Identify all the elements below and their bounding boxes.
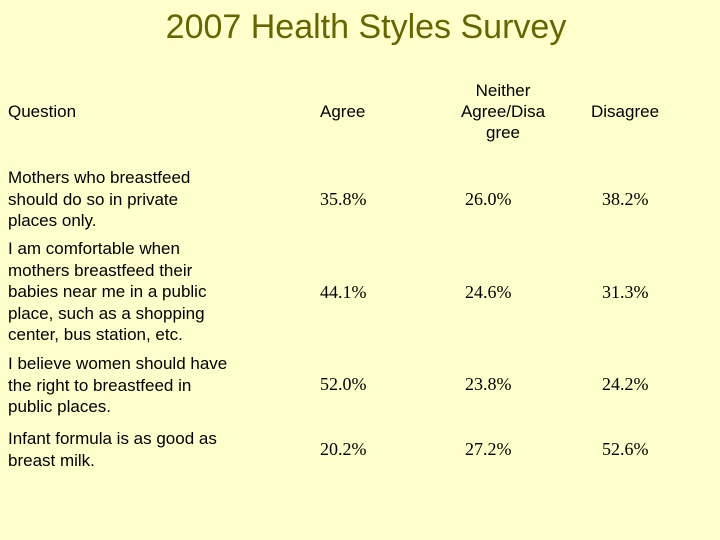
question-line: babies near me in a public	[8, 282, 207, 301]
agree-value: 52.0%	[320, 374, 367, 394]
agree-value: 44.1%	[320, 282, 367, 302]
disagree-value: 38.2%	[602, 189, 649, 209]
disagree-value: 52.6%	[602, 439, 649, 459]
question-line: place, such as a shopping	[8, 303, 205, 323]
question-line: mothers breastfeed their	[8, 260, 193, 280]
question-line: I am comfortable when	[8, 239, 180, 258]
header-neither-line: Agree/Disa	[460, 102, 546, 121]
question-line: center, bus station, etc.	[8, 325, 183, 344]
question-line: public places.	[8, 397, 112, 416]
neither-value: 26.0%	[465, 189, 512, 209]
header-neither-line: Neither	[475, 81, 531, 100]
disagree-value: 31.3%	[602, 282, 649, 302]
neither-value: 27.2%	[465, 439, 512, 459]
disagree-value: 24.2%	[602, 374, 649, 394]
question-line: breast milk.	[8, 450, 95, 470]
question-line: Infant formula is as good as	[8, 429, 217, 448]
header-question: Question	[8, 102, 77, 121]
header-neither-line: gree	[485, 123, 521, 142]
agree-value: 20.2%	[320, 439, 367, 459]
neither-value: 24.6%	[465, 282, 512, 302]
question-line: should do so in private	[8, 189, 179, 209]
question-line: the right to breastfeed in	[8, 375, 192, 395]
page-title: 2007 Health Styles Survey	[165, 8, 567, 46]
question-line: places only.	[8, 211, 97, 230]
header-agree: Agree	[320, 102, 366, 121]
header-disagree: Disagree	[591, 102, 660, 121]
question-text: Infant formula is as good as breast milk…	[8, 428, 298, 471]
neither-value: 23.8%	[465, 374, 512, 394]
question-text: I am comfortable when mothers breastfeed…	[8, 238, 298, 346]
agree-value: 35.8%	[320, 189, 367, 209]
question-line: I believe women should have	[8, 354, 228, 373]
question-line: Mothers who breastfeed	[8, 168, 191, 187]
question-text: Mothers who breastfeed should do so in p…	[8, 167, 298, 232]
header-neither: Neither Agree/Disa gree	[440, 80, 566, 143]
question-text: I believe women should have the right to…	[8, 353, 298, 418]
